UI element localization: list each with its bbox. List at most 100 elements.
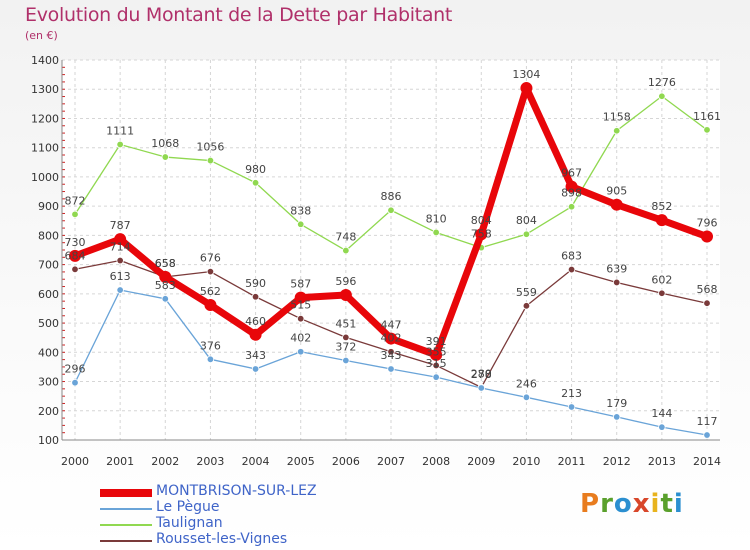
data-point	[520, 82, 533, 95]
data-label-layer: 730 787 658 562 460 587 596 447 391 804 1304 967 905…	[65, 68, 722, 428]
data-point	[658, 423, 666, 431]
y-tick-label: 900	[38, 200, 59, 213]
data-point	[387, 365, 395, 373]
data-point	[206, 156, 215, 165]
data-point	[703, 299, 711, 307]
data-label: 179	[606, 397, 627, 410]
x-tick-label: 2006	[332, 455, 360, 468]
data-label: 590	[245, 277, 266, 290]
data-point	[522, 230, 531, 238]
data-point	[613, 127, 621, 135]
data-label: 451	[335, 317, 356, 330]
data-label: 838	[290, 204, 311, 217]
data-point	[477, 384, 485, 392]
data-label: 758	[471, 228, 492, 241]
data-point	[387, 206, 395, 214]
data-label: 587	[290, 278, 311, 291]
y-tick-label: 1200	[31, 112, 59, 125]
x-tick-label: 2014	[693, 455, 721, 468]
data-point	[658, 92, 666, 100]
data-point	[342, 356, 350, 365]
y-tick-label: 1400	[31, 54, 59, 67]
data-point	[339, 289, 352, 302]
data-point	[565, 180, 578, 193]
data-point	[161, 295, 169, 303]
axis-layer: 100 200 300 400 500 600 700 800 900 1000 1100 1200 1…	[31, 54, 721, 468]
data-label: 804	[471, 214, 492, 227]
x-tick-label: 2012	[603, 455, 631, 468]
y-tick-label: 700	[38, 259, 59, 272]
x-tick-label: 2007	[377, 455, 405, 468]
y-tick-label: 100	[38, 434, 59, 447]
data-label: 596	[335, 275, 356, 288]
legend-label: Taulignan	[156, 515, 223, 531]
logo-letter: r	[600, 489, 614, 519]
data-label: 296	[65, 363, 86, 376]
x-tick-label: 2011	[558, 455, 586, 468]
data-point	[297, 220, 305, 228]
plot-area	[62, 60, 720, 440]
data-label: 315	[426, 357, 447, 370]
data-point	[475, 228, 488, 241]
data-point	[701, 230, 713, 243]
data-label: 568	[697, 283, 718, 296]
data-point	[567, 403, 576, 411]
data-label: 905	[606, 185, 627, 198]
x-tick-label: 2010	[512, 455, 540, 468]
data-label: 1068	[151, 137, 179, 150]
data-label: 391	[426, 335, 447, 348]
series-layer	[69, 82, 713, 439]
data-label: 748	[335, 231, 356, 244]
y-tick-label: 1000	[31, 171, 59, 184]
data-label: 1111	[106, 124, 134, 137]
data-point	[385, 332, 397, 345]
grid-layer	[62, 59, 720, 441]
data-point	[432, 373, 440, 381]
data-label: 804	[516, 214, 537, 227]
data-point	[69, 249, 81, 262]
y-tick-label: 200	[38, 405, 59, 418]
legend-swatch	[100, 508, 152, 510]
data-point	[251, 179, 260, 187]
data-point	[251, 293, 260, 301]
logo-letter: i	[650, 489, 661, 519]
data-point	[432, 361, 440, 370]
y-tick-label: 300	[38, 376, 59, 389]
data-label: 683	[561, 250, 582, 263]
data-label: 246	[516, 377, 537, 390]
x-tick-label: 2004	[242, 455, 270, 468]
data-point	[613, 278, 621, 287]
logo-letter: o	[613, 489, 633, 519]
data-point	[430, 348, 443, 361]
legend-swatch	[100, 489, 152, 497]
data-point	[116, 140, 124, 149]
x-tick-label: 2009	[467, 455, 495, 468]
data-point	[658, 289, 666, 297]
logo-letter: t	[660, 489, 674, 519]
data-point	[613, 413, 621, 421]
data-label: 1304	[512, 68, 540, 81]
data-label: 402	[381, 332, 402, 345]
data-label: 852	[651, 200, 672, 213]
data-label: 639	[606, 262, 627, 275]
data-label: 559	[516, 286, 537, 299]
data-point	[71, 379, 79, 387]
data-point	[703, 431, 711, 439]
logo-letter: x	[632, 489, 651, 519]
data-point	[567, 265, 576, 274]
data-label: 1161	[693, 110, 721, 123]
data-point	[159, 270, 172, 283]
y-tick-label: 1300	[31, 83, 59, 96]
logo-letter: i	[673, 489, 684, 519]
data-label: 898	[561, 187, 582, 200]
data-label: 872	[65, 194, 86, 207]
y-tick-label: 1100	[31, 142, 59, 155]
data-label: 967	[561, 167, 582, 180]
data-label: 714	[110, 241, 131, 254]
data-label: 213	[561, 387, 582, 400]
data-point	[294, 291, 307, 304]
data-label: 676	[200, 252, 221, 265]
data-point	[71, 265, 79, 273]
data-label: 730	[65, 236, 86, 249]
